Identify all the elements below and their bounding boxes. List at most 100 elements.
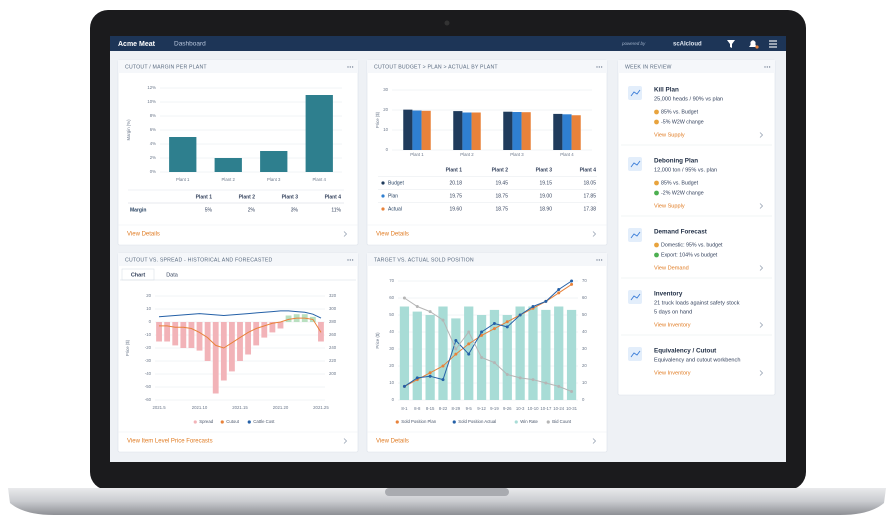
chevron[interactable] xyxy=(592,231,597,237)
point xyxy=(454,339,458,342)
tab[interactable]: Data xyxy=(166,272,179,278)
menu-dot[interactable] xyxy=(600,259,603,261)
menu-dot[interactable] xyxy=(349,66,351,68)
chevron[interactable] xyxy=(759,132,764,138)
bar xyxy=(277,322,284,329)
x-tick-label: 8-22 xyxy=(439,406,448,411)
menu-dot[interactable] xyxy=(600,66,603,68)
x-tick-label: Plant 2 xyxy=(460,152,474,157)
x-tick-label: 2021.5 xyxy=(152,405,166,410)
y-tick-label: 10% xyxy=(147,99,156,104)
point xyxy=(454,352,458,356)
item-link[interactable]: View Inventory xyxy=(654,322,691,328)
menu-icon[interactable] xyxy=(769,40,777,48)
bar xyxy=(260,151,288,172)
table-header: Plant 2 xyxy=(492,167,509,173)
bar xyxy=(305,95,333,172)
x-tick-label: 8-1 xyxy=(401,406,408,411)
bar xyxy=(566,309,577,400)
menu-dot[interactable] xyxy=(351,259,354,261)
point xyxy=(557,291,561,295)
chevron[interactable] xyxy=(343,231,348,237)
menu-dot[interactable] xyxy=(766,66,768,68)
y-tick-label: 20 xyxy=(389,363,394,368)
panel-header xyxy=(367,253,607,266)
point xyxy=(557,288,561,291)
menu-dot[interactable] xyxy=(347,259,349,261)
menu-dot[interactable] xyxy=(349,259,351,261)
y-tick-label: -20 xyxy=(145,345,152,350)
menu-dot[interactable] xyxy=(347,66,349,68)
y-tick-label: 4% xyxy=(150,141,156,146)
chevron[interactable] xyxy=(343,438,348,444)
item-link[interactable]: View Inventory xyxy=(654,370,691,376)
nav-item[interactable]: Dashboard xyxy=(174,41,206,48)
bell-icon[interactable] xyxy=(749,40,757,47)
y-axis-label: Price ($) xyxy=(375,111,380,128)
filter-icon[interactable] xyxy=(727,40,735,48)
y2-tick-label: 200 xyxy=(329,371,337,376)
item-link[interactable]: View Demand xyxy=(654,265,689,271)
legend-dot xyxy=(381,207,385,211)
item-line: Equivalency and cutout workbench xyxy=(654,357,740,363)
x-tick-label: 10-31 xyxy=(566,406,578,411)
bar xyxy=(180,322,187,348)
menu-dot[interactable] xyxy=(768,66,771,68)
view-link[interactable]: View Details xyxy=(376,439,409,445)
item-bullet: Domestic: 95% vs. budget xyxy=(661,242,723,248)
table-row-label: Actual xyxy=(388,206,402,212)
point xyxy=(544,299,548,303)
item-title: Inventory xyxy=(654,291,683,298)
point xyxy=(531,378,535,382)
point xyxy=(505,325,509,329)
view-link[interactable]: View Details xyxy=(127,232,160,238)
menu-dot[interactable] xyxy=(598,259,600,261)
y2-tick-label: 30 xyxy=(582,346,587,351)
y-axis-label: Price ($) xyxy=(125,339,130,356)
legend-marker xyxy=(452,420,456,424)
x-tick-label: Plant 3 xyxy=(267,177,281,182)
bullet xyxy=(654,109,659,115)
menu-dot[interactable] xyxy=(351,66,354,68)
chevron[interactable] xyxy=(759,265,764,271)
point xyxy=(505,320,509,324)
line xyxy=(158,310,322,319)
panel-header xyxy=(367,60,607,73)
chevron[interactable] xyxy=(592,438,597,444)
x-tick-label: Plant 2 xyxy=(222,177,236,182)
chevron[interactable] xyxy=(759,322,764,328)
table-header: Plant 2 xyxy=(239,194,256,200)
point xyxy=(402,384,406,388)
chevron[interactable] xyxy=(759,370,764,376)
tab[interactable]: Chart xyxy=(131,272,146,278)
bar xyxy=(245,322,252,355)
item-line: 5 days on hand xyxy=(654,309,692,315)
brand[interactable]: Acme Meat xyxy=(118,41,156,48)
bar xyxy=(399,306,410,400)
icon-glyph xyxy=(630,293,641,301)
bullet xyxy=(654,242,659,248)
menu-dot[interactable] xyxy=(596,66,598,68)
item-link[interactable]: View Supply xyxy=(654,203,685,209)
badge xyxy=(755,45,759,49)
point xyxy=(441,378,445,382)
y-tick-label: 30 xyxy=(389,346,394,351)
table-cell: 18.75 xyxy=(495,206,508,212)
view-link[interactable]: View Details xyxy=(376,232,409,238)
item-link[interactable]: View Supply xyxy=(654,132,685,138)
y-tick-label: -10 xyxy=(145,332,152,337)
menu-dot[interactable] xyxy=(764,66,766,68)
table-cell: 11% xyxy=(331,207,341,213)
y-tick-label: 20 xyxy=(146,293,151,298)
table-cell: 2% xyxy=(248,207,256,213)
menu-dot[interactable] xyxy=(598,66,600,68)
panel-title: CUTOUT VS. SPREAD - HISTORICAL AND FOREC… xyxy=(125,257,273,263)
bar xyxy=(164,322,171,342)
notch xyxy=(385,488,509,496)
menu-dot[interactable] xyxy=(596,259,598,261)
point xyxy=(467,330,471,334)
view-link[interactable]: View Item Level Price Forecasts xyxy=(127,439,213,445)
chevron[interactable] xyxy=(759,203,764,209)
y-tick-label: 30 xyxy=(383,87,388,92)
line xyxy=(404,297,572,392)
